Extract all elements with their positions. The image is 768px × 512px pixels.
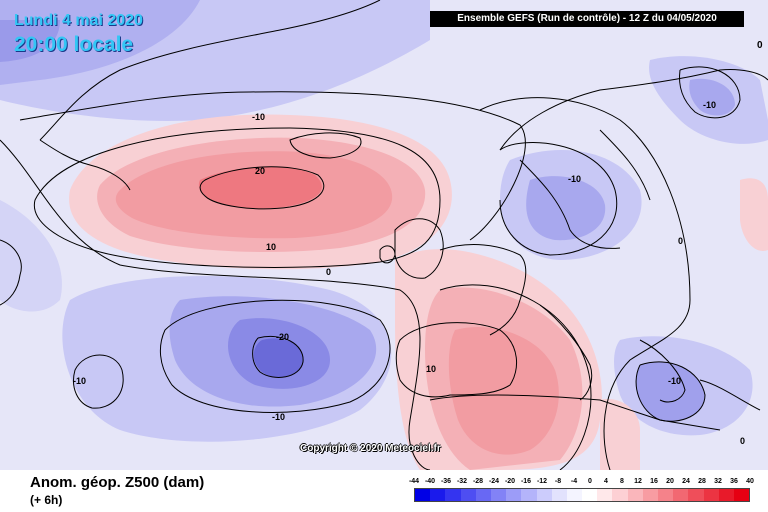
iberia-coast — [395, 322, 518, 398]
canada-coast — [0, 239, 22, 306]
color-scale-legend: -44 -40 -36 -32 -28 -24 -20 -16 -12 -8 -4 0 4 8 12 16 20… — [409, 478, 754, 508]
contour-label-east-0: 0 — [740, 436, 745, 446]
legend-color-cell — [627, 489, 643, 501]
legend-color-bar — [414, 488, 750, 502]
corner-value: 0 — [757, 40, 763, 51]
legend-color-cell — [703, 489, 719, 501]
legend-tick-label: -32 — [456, 478, 468, 485]
legend-tick-label: 24 — [682, 478, 690, 485]
contour-zero-europe — [479, 97, 691, 470]
legend-tick-label: 28 — [698, 478, 706, 485]
legend-tick-label: 36 — [730, 478, 738, 485]
contour-label-atlantic-low-10b: -10 — [272, 412, 285, 422]
legend-color-cell — [445, 489, 461, 501]
legend-color-cell — [490, 489, 507, 501]
legend-color-cell — [506, 489, 522, 501]
legend-color-cell — [460, 489, 476, 501]
copyright-notice: Copyright © 2020 Meteociel.fr — [300, 443, 441, 454]
run-title: Ensemble GEFS (Run de contrôle) - 12 Z d… — [430, 11, 744, 27]
legend-tick-label: -12 — [536, 478, 548, 485]
legend-color-cell — [566, 489, 583, 501]
contour-label-greenland-10: -10 — [252, 112, 265, 122]
legend-tick-label: 20 — [666, 478, 674, 485]
legend-tick-label: 40 — [746, 478, 754, 485]
legend-tick-label: 4 — [604, 478, 608, 485]
variable-label: Anom. géop. Z500 (dam) — [30, 474, 205, 491]
legend-color-cell — [733, 489, 750, 501]
contour-minus10-atlantic — [159, 299, 391, 413]
contour-label-mid-atlantic-0: 0 — [326, 267, 331, 277]
legend-color-cell — [415, 489, 431, 501]
legend-tick-label: 32 — [714, 478, 722, 485]
positive-anomaly-shading — [69, 114, 768, 470]
scandinavia-coast — [499, 69, 768, 249]
anomaly-map: -10 20 10 0 -20 -10 -10 10 -10 -10 0 -10… — [0, 0, 768, 470]
contour-zero-main — [0, 139, 431, 470]
legend-tick-label: -16 — [520, 478, 532, 485]
legend-tick-label: 12 — [634, 478, 642, 485]
contour-plus20-atlantic — [199, 166, 325, 210]
contour-label-atlantic-high-10: 10 — [266, 242, 276, 252]
contour-label-layer: -10 20 10 0 -20 -10 -10 10 -10 -10 0 -10… — [73, 100, 745, 446]
forecast-local-time: 20:00 locale — [14, 33, 134, 56]
contour-minus10-north — [19, 91, 526, 241]
legend-tick-label: -24 — [488, 478, 500, 485]
legend-color-cell — [582, 489, 598, 501]
contour-label-atlantic-low-10a: -10 — [73, 376, 86, 386]
legend-color-cell — [658, 489, 674, 501]
legend-color-cell — [673, 489, 689, 501]
legend-color-cell — [536, 489, 552, 501]
contour-label-atlantic-high-20: 20 — [255, 166, 265, 176]
legend-color-cell — [475, 489, 491, 501]
contour-plus10-atlantic — [33, 127, 441, 268]
legend-tick-label: 16 — [650, 478, 658, 485]
france-coast — [439, 244, 527, 336]
legend-tick-label: -28 — [472, 478, 484, 485]
contour-lines — [0, 66, 741, 470]
balkan-coast — [639, 339, 686, 403]
legend-tick-label: 0 — [588, 478, 592, 485]
coastlines — [0, 0, 768, 431]
legend-tick-label: -4 — [570, 478, 578, 485]
legend-tick-label: 8 — [620, 478, 624, 485]
contour-minus10-west — [73, 354, 124, 409]
contour-label-scandinavia-10: -10 — [568, 174, 581, 184]
british-isles-coast — [379, 218, 444, 279]
contour-label-finland-10: -10 — [703, 100, 716, 110]
north-africa-coast — [429, 394, 721, 431]
legend-color-cell — [688, 489, 704, 501]
contour-label-iberia-10: 10 — [426, 364, 436, 374]
map-svg: -10 20 10 0 -20 -10 -10 10 -10 -10 0 -10… — [0, 0, 768, 470]
italy-coast — [539, 304, 593, 401]
forecast-step-label: (+ 6h) — [30, 493, 63, 507]
turkey-coast — [699, 379, 761, 411]
legend-tick-label: -44 — [408, 478, 420, 485]
legend-color-cell — [597, 489, 613, 501]
legend-color-cell — [551, 489, 567, 501]
forecast-date: Lundi 4 mai 2020 — [14, 12, 143, 29]
legend-tick-label: -20 — [504, 478, 516, 485]
legend-color-cell — [521, 489, 537, 501]
contour-minus10-greece — [635, 361, 706, 422]
legend-tick-label: -40 — [424, 478, 436, 485]
contour-minus10-scandinavia — [499, 142, 618, 256]
contour-minus20-atlantic — [252, 336, 304, 378]
contour-label-atlantic-low-20: -20 — [276, 332, 289, 342]
legend-color-cell — [612, 489, 628, 501]
legend-tick-label: -8 — [554, 478, 562, 485]
contour-label-russia-0: 0 — [678, 236, 683, 246]
legend-color-cell — [642, 489, 658, 501]
legend-tick-label: -36 — [440, 478, 452, 485]
legend-color-cell — [430, 489, 446, 501]
legend-color-cell — [718, 489, 734, 501]
contour-label-greece-10: -10 — [668, 376, 681, 386]
greenland-coast — [39, 0, 381, 191]
contour-plus10-iberia — [439, 284, 592, 470]
iceland-coast — [289, 132, 362, 159]
contour-minus10-finland — [679, 66, 741, 119]
